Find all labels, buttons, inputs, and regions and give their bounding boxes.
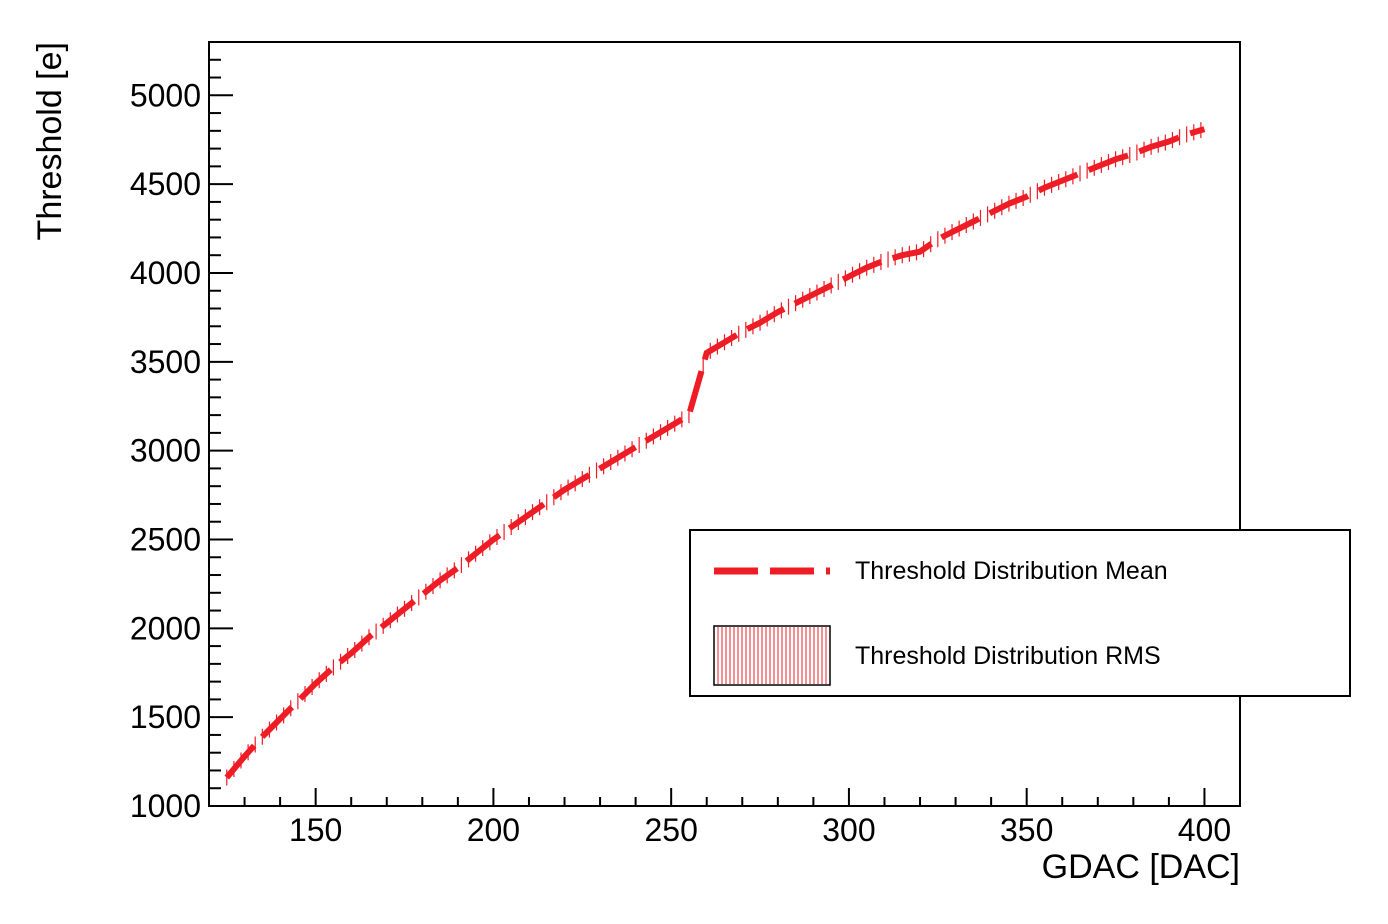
mean-series-line xyxy=(224,126,1206,780)
y-tick-label: 3000 xyxy=(130,433,201,469)
x-tick-label: 300 xyxy=(822,812,875,848)
y-tick-label: 4000 xyxy=(130,255,201,291)
y-tick-label: 2000 xyxy=(130,610,201,646)
y-tick-label: 2500 xyxy=(130,521,201,557)
y-axis-title: Threshold [e] xyxy=(31,42,69,240)
y-tick-label: 1000 xyxy=(130,788,201,824)
y-ticks: 1000 1500 2000 2500 3000 3500 4000 4500 5000 xyxy=(130,41,233,824)
legend-mean-label: Threshold Distribution Mean xyxy=(855,557,1168,585)
y-tick-label: 3500 xyxy=(130,344,201,380)
legend: Threshold Distribution Mean Threshold Di… xyxy=(689,529,1351,697)
x-tick-label: 400 xyxy=(1178,812,1231,848)
x-tick-label: 200 xyxy=(467,812,520,848)
y-tick-label: 5000 xyxy=(130,77,201,113)
x-ticks: 150 200 250 300 350 400 xyxy=(208,788,1241,848)
x-axis-title: GDAC [DAC] xyxy=(1042,848,1240,886)
plot-frame xyxy=(208,41,1241,807)
legend-rms-label: Threshold Distribution RMS xyxy=(855,642,1161,670)
legend-rms-swatch xyxy=(713,625,831,686)
y-tick-label: 1500 xyxy=(130,699,201,735)
x-tick-label: 250 xyxy=(644,812,697,848)
legend-rms-box xyxy=(713,625,831,686)
x-tick-label: 150 xyxy=(289,812,342,848)
y-tick-label: 4500 xyxy=(130,166,201,202)
x-tick-label: 350 xyxy=(1000,812,1053,848)
